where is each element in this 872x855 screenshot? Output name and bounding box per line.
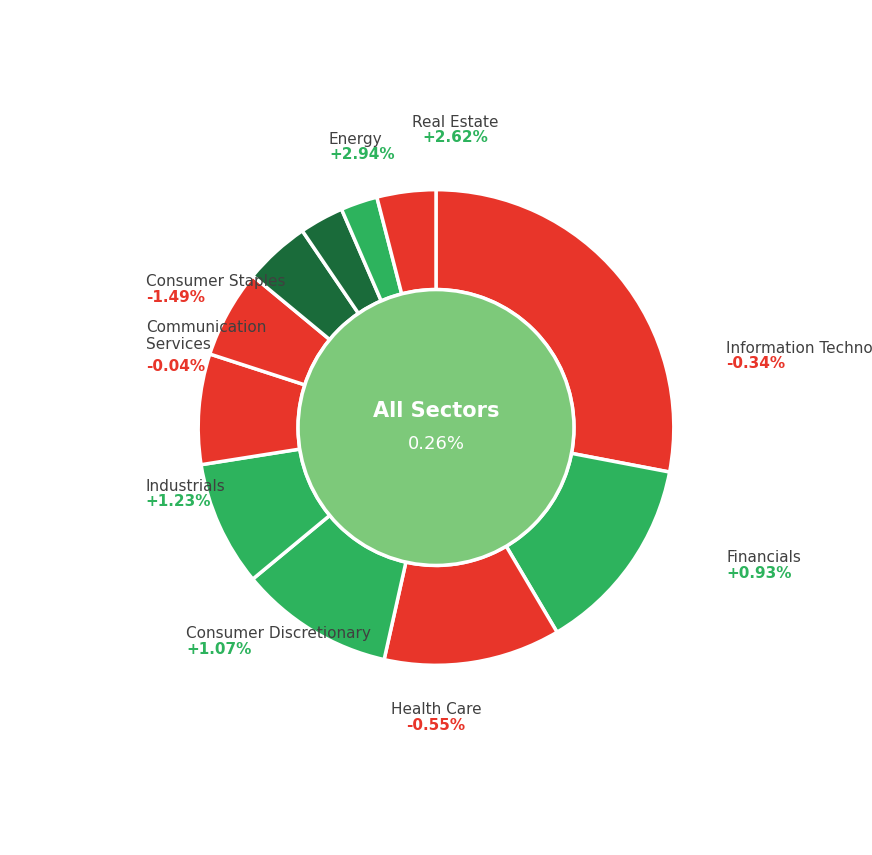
Text: Energy: Energy: [329, 132, 383, 147]
Text: Industrials: Industrials: [146, 479, 226, 494]
Text: Information Technology: Information Technology: [726, 341, 872, 356]
Text: Consumer Staples: Consumer Staples: [146, 274, 285, 289]
Wedge shape: [303, 209, 381, 314]
Circle shape: [298, 290, 574, 565]
Text: -0.04%: -0.04%: [146, 359, 205, 374]
Text: Communication
Services: Communication Services: [146, 320, 266, 352]
Text: -0.34%: -0.34%: [726, 357, 786, 371]
Text: +2.62%: +2.62%: [422, 131, 488, 145]
Text: Real Estate: Real Estate: [412, 115, 498, 130]
Wedge shape: [377, 190, 436, 294]
Text: -0.55%: -0.55%: [406, 718, 466, 733]
Text: -1.49%: -1.49%: [146, 290, 205, 304]
Text: Health Care: Health Care: [391, 703, 481, 717]
Wedge shape: [385, 546, 557, 665]
Wedge shape: [198, 354, 305, 465]
Wedge shape: [210, 276, 330, 385]
Text: 0.26%: 0.26%: [407, 435, 465, 453]
Text: Financials: Financials: [726, 551, 801, 565]
Wedge shape: [201, 449, 330, 579]
Text: +1.07%: +1.07%: [187, 642, 252, 657]
Text: +0.93%: +0.93%: [726, 566, 792, 581]
Wedge shape: [507, 453, 670, 632]
Wedge shape: [253, 516, 405, 659]
Text: +2.94%: +2.94%: [329, 147, 395, 162]
Wedge shape: [436, 190, 674, 472]
Text: All Sectors: All Sectors: [372, 401, 500, 421]
Wedge shape: [342, 198, 402, 301]
Text: +1.23%: +1.23%: [146, 494, 211, 510]
Text: Consumer Discretionary: Consumer Discretionary: [187, 627, 371, 641]
Wedge shape: [253, 231, 358, 339]
